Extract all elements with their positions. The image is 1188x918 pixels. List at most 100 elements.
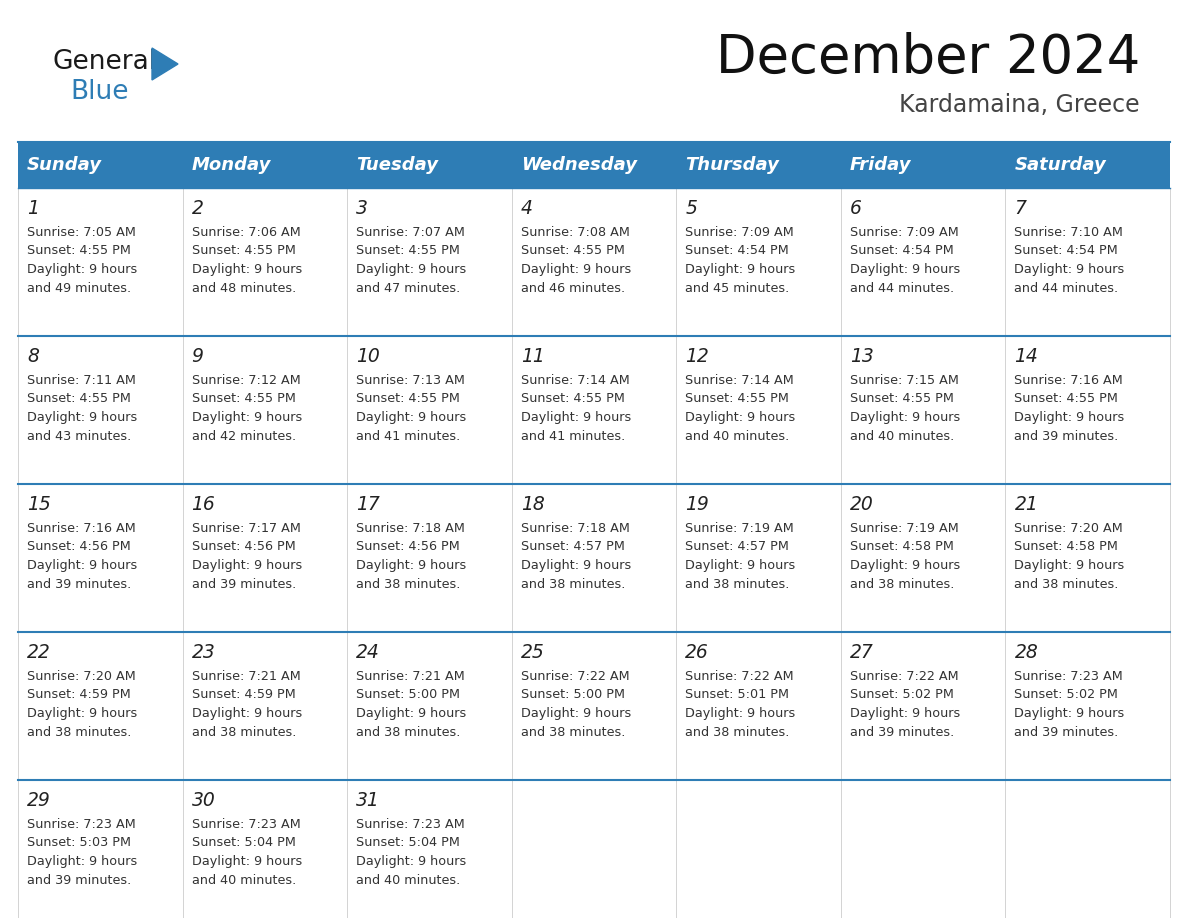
Text: Daylight: 9 hours: Daylight: 9 hours (685, 708, 796, 721)
Bar (512, 780, 676, 918)
Text: Sunrise: 7:19 AM: Sunrise: 7:19 AM (685, 521, 794, 534)
Text: Sunrise: 7:09 AM: Sunrise: 7:09 AM (685, 226, 794, 239)
Bar (347, 632, 512, 780)
Text: Daylight: 9 hours: Daylight: 9 hours (520, 263, 631, 276)
Text: Sunset: 4:54 PM: Sunset: 4:54 PM (685, 244, 789, 258)
Text: December 2024: December 2024 (715, 32, 1140, 84)
Text: Sunrise: 7:17 AM: Sunrise: 7:17 AM (191, 521, 301, 534)
Bar (1005, 336, 1170, 484)
Text: Sunrise: 7:09 AM: Sunrise: 7:09 AM (849, 226, 959, 239)
Text: 7: 7 (1015, 198, 1026, 218)
Bar (1005, 632, 1170, 780)
Text: Sunrise: 7:23 AM: Sunrise: 7:23 AM (356, 818, 465, 831)
Text: Sunset: 5:03 PM: Sunset: 5:03 PM (27, 836, 131, 849)
Bar (841, 632, 1005, 780)
Text: Daylight: 9 hours: Daylight: 9 hours (849, 708, 960, 721)
Text: 26: 26 (685, 643, 709, 662)
Text: 31: 31 (356, 790, 380, 810)
Text: Sunrise: 7:15 AM: Sunrise: 7:15 AM (849, 374, 959, 386)
Text: Sunset: 5:01 PM: Sunset: 5:01 PM (685, 688, 789, 701)
Text: 18: 18 (520, 495, 544, 513)
Text: and 44 minutes.: and 44 minutes. (849, 283, 954, 296)
Text: Sunrise: 7:10 AM: Sunrise: 7:10 AM (1015, 226, 1124, 239)
Text: Sunrise: 7:07 AM: Sunrise: 7:07 AM (356, 226, 465, 239)
Text: Sunrise: 7:22 AM: Sunrise: 7:22 AM (849, 669, 959, 682)
Text: 28: 28 (1015, 643, 1038, 662)
Text: and 38 minutes.: and 38 minutes. (191, 726, 296, 740)
Text: Kardamaina, Greece: Kardamaina, Greece (899, 93, 1140, 117)
Bar (18, 142, 183, 188)
Text: 10: 10 (356, 346, 380, 365)
Text: and 47 minutes.: and 47 minutes. (356, 283, 461, 296)
Text: Sunrise: 7:08 AM: Sunrise: 7:08 AM (520, 226, 630, 239)
Text: Sunset: 4:55 PM: Sunset: 4:55 PM (27, 244, 131, 258)
Text: 6: 6 (849, 198, 861, 218)
Text: and 43 minutes.: and 43 minutes. (27, 431, 131, 443)
Text: 5: 5 (685, 198, 697, 218)
Text: and 45 minutes.: and 45 minutes. (685, 283, 790, 296)
Bar (347, 188, 512, 336)
Bar (18, 484, 183, 632)
Text: and 39 minutes.: and 39 minutes. (191, 578, 296, 591)
Text: and 44 minutes.: and 44 minutes. (1015, 283, 1119, 296)
Text: and 40 minutes.: and 40 minutes. (685, 431, 790, 443)
Text: Daylight: 9 hours: Daylight: 9 hours (356, 856, 467, 868)
Bar (512, 632, 676, 780)
Text: 21: 21 (1015, 495, 1038, 513)
Text: Saturday: Saturday (1015, 156, 1106, 174)
Text: Daylight: 9 hours: Daylight: 9 hours (849, 411, 960, 424)
Text: Sunset: 4:55 PM: Sunset: 4:55 PM (1015, 393, 1118, 406)
Text: Daylight: 9 hours: Daylight: 9 hours (191, 263, 302, 276)
Text: Sunrise: 7:11 AM: Sunrise: 7:11 AM (27, 374, 135, 386)
Bar (183, 336, 347, 484)
Bar (1005, 142, 1170, 188)
Bar (183, 632, 347, 780)
Text: Sunset: 5:00 PM: Sunset: 5:00 PM (520, 688, 625, 701)
Text: Sunset: 4:57 PM: Sunset: 4:57 PM (520, 541, 625, 554)
Bar (676, 142, 841, 188)
Bar (841, 336, 1005, 484)
Text: Daylight: 9 hours: Daylight: 9 hours (1015, 559, 1125, 573)
Bar (841, 780, 1005, 918)
Text: 17: 17 (356, 495, 380, 513)
Text: and 41 minutes.: and 41 minutes. (356, 431, 461, 443)
Text: Sunset: 4:58 PM: Sunset: 4:58 PM (1015, 541, 1118, 554)
Bar (512, 142, 676, 188)
Text: Sunset: 4:55 PM: Sunset: 4:55 PM (520, 244, 625, 258)
Bar (676, 484, 841, 632)
Bar (183, 484, 347, 632)
Text: Thursday: Thursday (685, 156, 779, 174)
Bar (676, 336, 841, 484)
Text: Sunrise: 7:21 AM: Sunrise: 7:21 AM (191, 669, 301, 682)
Text: 19: 19 (685, 495, 709, 513)
Text: and 40 minutes.: and 40 minutes. (356, 875, 461, 888)
Bar (1005, 188, 1170, 336)
Text: and 39 minutes.: and 39 minutes. (849, 726, 954, 740)
Text: Daylight: 9 hours: Daylight: 9 hours (27, 856, 138, 868)
Text: Sunset: 5:04 PM: Sunset: 5:04 PM (356, 836, 460, 849)
Text: Sunset: 4:55 PM: Sunset: 4:55 PM (849, 393, 954, 406)
Text: 22: 22 (27, 643, 51, 662)
Bar (347, 142, 512, 188)
Bar (183, 780, 347, 918)
Text: and 46 minutes.: and 46 minutes. (520, 283, 625, 296)
Text: and 38 minutes.: and 38 minutes. (520, 578, 625, 591)
Text: Sunrise: 7:14 AM: Sunrise: 7:14 AM (685, 374, 794, 386)
Bar (18, 632, 183, 780)
Polygon shape (152, 48, 178, 80)
Text: 3: 3 (356, 198, 368, 218)
Text: Sunset: 4:55 PM: Sunset: 4:55 PM (356, 393, 460, 406)
Bar (347, 336, 512, 484)
Text: Daylight: 9 hours: Daylight: 9 hours (520, 559, 631, 573)
Text: Sunset: 4:55 PM: Sunset: 4:55 PM (356, 244, 460, 258)
Text: 11: 11 (520, 346, 544, 365)
Text: Sunset: 4:55 PM: Sunset: 4:55 PM (191, 393, 296, 406)
Text: 14: 14 (1015, 346, 1038, 365)
Text: Daylight: 9 hours: Daylight: 9 hours (356, 411, 467, 424)
Text: Sunset: 4:56 PM: Sunset: 4:56 PM (191, 541, 296, 554)
Text: Sunset: 4:57 PM: Sunset: 4:57 PM (685, 541, 789, 554)
Text: 12: 12 (685, 346, 709, 365)
Text: Daylight: 9 hours: Daylight: 9 hours (356, 559, 467, 573)
Bar (841, 484, 1005, 632)
Text: Daylight: 9 hours: Daylight: 9 hours (356, 263, 467, 276)
